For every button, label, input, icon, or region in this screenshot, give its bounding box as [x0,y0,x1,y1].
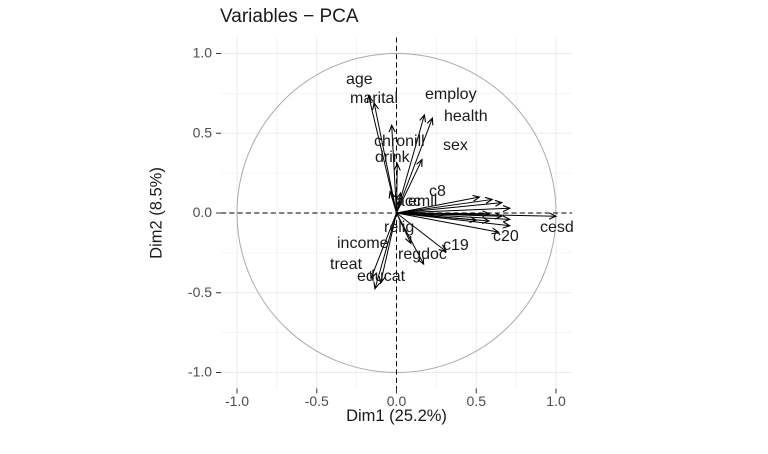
svg-text:regdoc: regdoc [398,246,447,263]
svg-text:cesd: cesd [540,219,574,236]
svg-text:employ: employ [425,86,477,103]
svg-text:educat: educat [357,268,406,285]
svg-text:sex: sex [443,137,468,154]
svg-text:-1.0: -1.0 [225,393,249,409]
svg-text:-1.0: -1.0 [188,364,212,380]
svg-text:emll: emll [408,193,437,210]
svg-text:health: health [444,108,488,125]
svg-text:chronill: chronill [374,133,425,150]
svg-text:drink: drink [375,149,411,166]
svg-text:marital: marital [350,90,398,107]
svg-text:0.5: 0.5 [467,393,487,409]
svg-text:age: age [346,71,373,88]
svg-text:c20: c20 [493,228,519,245]
svg-text:1.0: 1.0 [193,45,213,61]
svg-text:-0.5: -0.5 [188,284,212,300]
svg-text:0.0: 0.0 [193,204,213,220]
svg-text:1.0: 1.0 [546,393,566,409]
svg-text:-0.5: -0.5 [305,393,329,409]
svg-text:0.5: 0.5 [193,124,213,140]
svg-text:relig: relig [384,219,414,236]
svg-text:income: income [337,235,389,252]
